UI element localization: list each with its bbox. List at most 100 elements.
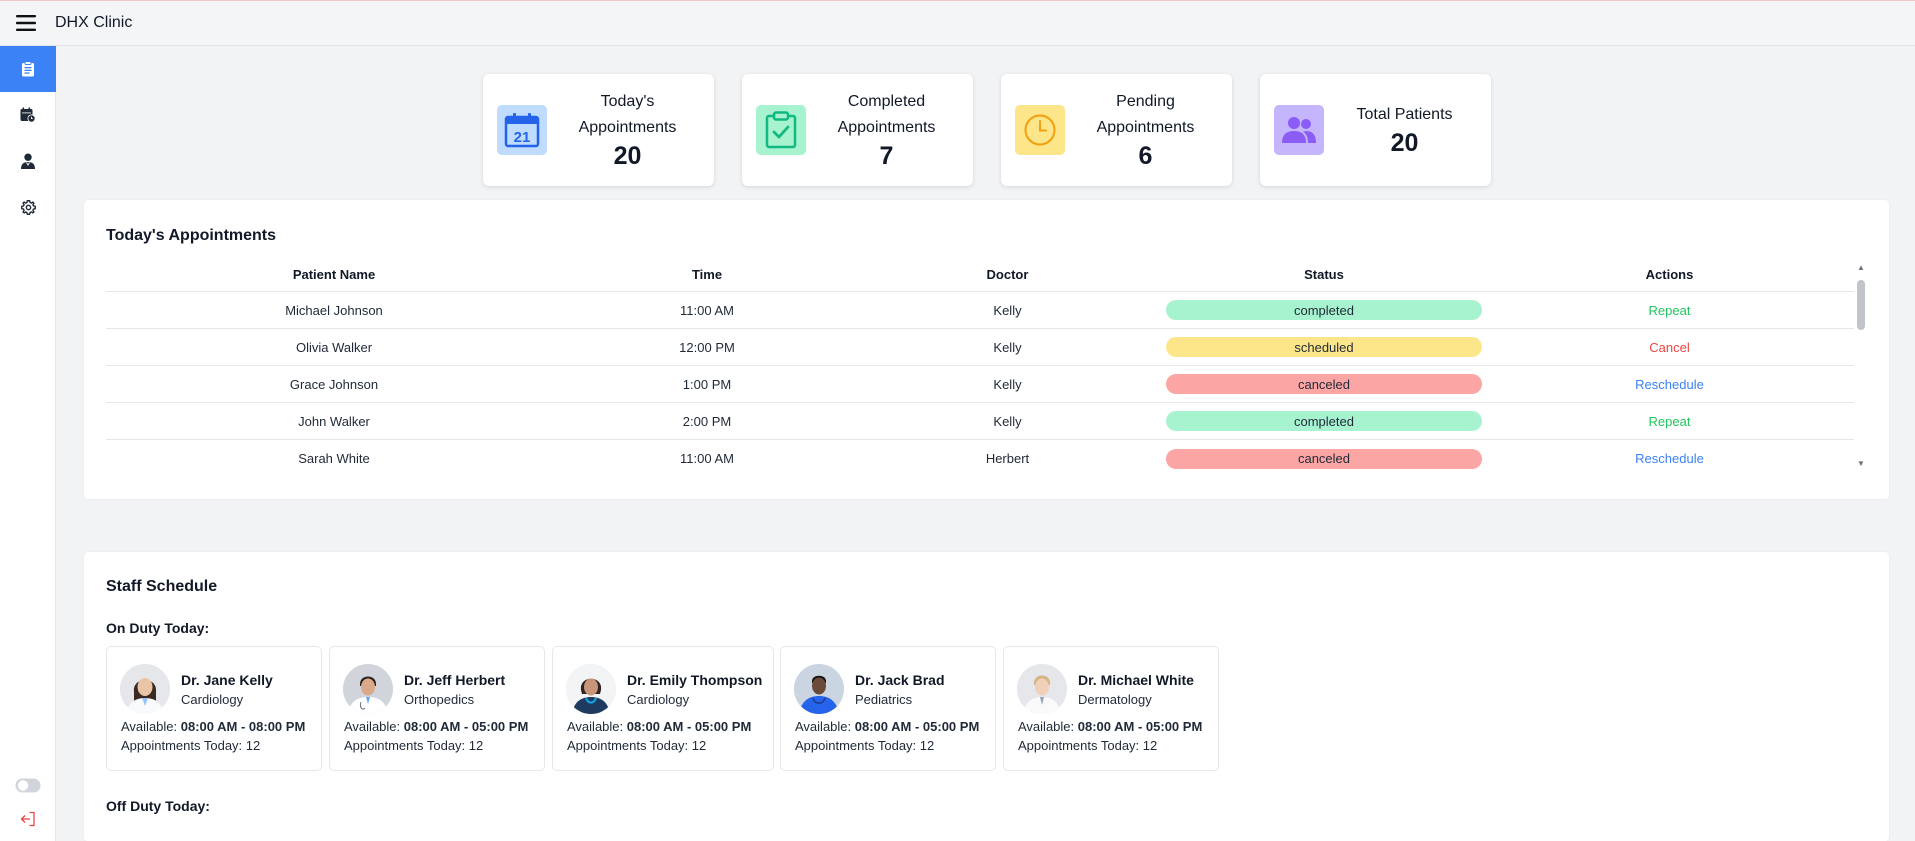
staff-card[interactable]: Dr. Jane Kelly Cardiology Available: 08:… bbox=[106, 646, 322, 771]
appointments-panel: Today's Appointments Patient Name Time D… bbox=[84, 200, 1889, 499]
stat-label-line-1: Today's bbox=[600, 93, 655, 110]
staff-name: Dr. Michael White bbox=[1078, 672, 1194, 688]
menu-icon bbox=[16, 15, 36, 31]
available-prefix: Available: bbox=[795, 719, 852, 734]
staff-appointments-count: 12 bbox=[691, 738, 707, 753]
staff-card[interactable]: Dr. Michael White Dermatology Available:… bbox=[1003, 646, 1219, 771]
on-duty-label: On Duty Today: bbox=[106, 620, 210, 636]
appointments-prefix: Appointments Today: bbox=[344, 738, 466, 753]
scroll-down-arrow-icon[interactable]: ▼ bbox=[1857, 458, 1865, 468]
patient-name-cell: Sarah White bbox=[298, 451, 370, 466]
column-header-status: Status bbox=[1304, 267, 1344, 282]
time-cell: 11:00 AM bbox=[680, 302, 734, 318]
staff-name: Dr. Jane Kelly bbox=[181, 672, 273, 688]
stat-value: 20 bbox=[1390, 129, 1419, 157]
appointments-title: Today's Appointments bbox=[106, 227, 277, 244]
table-scrollbar[interactable]: ▲ ▼ bbox=[1856, 262, 1866, 468]
sidebar bbox=[0, 46, 56, 841]
status-badge: completed bbox=[1166, 300, 1482, 320]
doctor-cell: Herbert bbox=[985, 451, 1030, 466]
off-duty-label: Off Duty Today: bbox=[106, 798, 210, 814]
avatar bbox=[566, 664, 616, 714]
scrollbar-thumb[interactable] bbox=[1857, 280, 1865, 330]
clipboard-check-icon bbox=[765, 111, 797, 149]
sidebar-item-doctors[interactable] bbox=[0, 138, 56, 184]
table-row: Olivia Walker 12:00 PM Kelly scheduled C… bbox=[106, 329, 1854, 366]
staff-department: Dermatology bbox=[1078, 692, 1152, 707]
patient-name-cell: Michael Johnson bbox=[285, 302, 383, 318]
staff-hours: 08:00 AM - 05:00 PM bbox=[1077, 719, 1203, 734]
patient-name-cell: Olivia Walker bbox=[295, 339, 373, 355]
stat-icon-box bbox=[1015, 105, 1065, 155]
staff-card[interactable]: Dr. Emily Thompson Cardiology Available:… bbox=[552, 646, 774, 771]
patient-name-cell: John Walker bbox=[298, 413, 370, 429]
appointments-table: Patient Name Time Doctor Status Actions … bbox=[106, 258, 1854, 477]
repeat-button[interactable]: Repeat bbox=[1648, 302, 1691, 318]
cancel-button[interactable]: Cancel bbox=[1649, 339, 1690, 355]
table-row: Grace Johnson 1:00 PM Kelly canceled Res… bbox=[106, 366, 1854, 403]
avatar bbox=[120, 664, 170, 714]
stat-label-line-1: Total Patients bbox=[1356, 106, 1453, 123]
table-row: Michael Johnson 11:00 AM Kelly completed… bbox=[106, 292, 1854, 329]
column-header-actions: Actions bbox=[1645, 267, 1694, 282]
table-row: Sarah White 11:00 AM Herbert canceled Re… bbox=[106, 440, 1854, 477]
stat-icon-box bbox=[756, 105, 806, 155]
sidebar-item-dashboard[interactable] bbox=[0, 46, 56, 92]
hamburger-menu-button[interactable] bbox=[0, 0, 52, 46]
stat-card-completed-appointments: Completed Appointments 7 bbox=[742, 74, 973, 186]
stat-label-line-2: Appointments bbox=[837, 119, 936, 136]
staff-hours: 08:00 AM - 05:00 PM bbox=[854, 719, 980, 734]
clipboard-icon bbox=[22, 61, 34, 77]
status-badge: canceled bbox=[1166, 448, 1482, 469]
time-cell: 2:00 PM bbox=[682, 413, 732, 429]
staff-name: Dr. Jack Brad bbox=[855, 672, 945, 688]
column-header-patient: Patient Name bbox=[292, 267, 376, 282]
stat-card-total-patients: Total Patients 20 bbox=[1260, 74, 1491, 186]
clock-icon bbox=[1024, 114, 1056, 146]
doctor-icon bbox=[21, 153, 35, 169]
doctor-cell: Kelly bbox=[993, 302, 1022, 318]
staff-appointments-count: 12 bbox=[245, 738, 261, 753]
stat-label-line-1: Pending bbox=[1116, 93, 1175, 110]
logout-button[interactable] bbox=[0, 811, 56, 827]
repeat-button[interactable]: Repeat bbox=[1648, 413, 1691, 429]
table-row: John Walker 2:00 PM Kelly completed Repe… bbox=[106, 403, 1854, 440]
table-header: Patient Name Time Doctor Status Actions bbox=[106, 258, 1854, 292]
patient-name-cell: Grace Johnson bbox=[289, 376, 379, 392]
avatar bbox=[1017, 664, 1067, 714]
staff-appointments-count: 12 bbox=[468, 738, 484, 753]
staff-appointments-count: 12 bbox=[919, 738, 935, 753]
appointments-prefix: Appointments Today: bbox=[1018, 738, 1140, 753]
status-badge: scheduled bbox=[1166, 337, 1482, 357]
reschedule-button[interactable]: Reschedule bbox=[1635, 451, 1704, 466]
time-cell: 12:00 PM bbox=[679, 339, 735, 355]
reschedule-button[interactable]: Reschedule bbox=[1635, 376, 1704, 392]
column-header-doctor: Doctor bbox=[986, 267, 1029, 282]
stat-card-pending-appointments: Pending Appointments 6 bbox=[1001, 74, 1232, 186]
app-title: DHX Clinic bbox=[55, 14, 133, 31]
gear-icon bbox=[20, 199, 36, 215]
available-prefix: Available: bbox=[1018, 719, 1075, 734]
stat-value: 6 bbox=[1138, 142, 1153, 170]
staff-schedule-title: Staff Schedule bbox=[106, 578, 218, 595]
staff-name: Dr. Emily Thompson bbox=[627, 672, 763, 688]
top-header: DHX Clinic bbox=[0, 0, 1915, 46]
stat-label-line-2: Appointments bbox=[1096, 119, 1195, 136]
staff-department: Orthopedics bbox=[404, 692, 475, 707]
staff-card[interactable]: Dr. Jeff Herbert Orthopedics Available: … bbox=[329, 646, 545, 771]
toggle-icon bbox=[15, 778, 41, 793]
staff-name: Dr. Jeff Herbert bbox=[404, 672, 506, 688]
calendar-clock-icon bbox=[20, 107, 36, 123]
theme-toggle[interactable] bbox=[0, 778, 56, 793]
scroll-up-arrow-icon[interactable]: ▲ bbox=[1857, 262, 1865, 272]
doctor-cell: Kelly bbox=[993, 413, 1022, 429]
staff-card[interactable]: Dr. Jack Brad Pediatrics Available: 08:0… bbox=[780, 646, 996, 771]
staff-department: Pediatrics bbox=[855, 692, 913, 707]
sidebar-item-appointments[interactable] bbox=[0, 92, 56, 138]
time-cell: 1:00 PM bbox=[682, 376, 732, 392]
staff-department: Cardiology bbox=[181, 692, 244, 707]
stat-card-today-appointments: 21 Today's Appointments 20 bbox=[483, 74, 714, 186]
sidebar-item-settings[interactable] bbox=[0, 184, 56, 230]
staff-department: Cardiology bbox=[627, 692, 690, 707]
available-prefix: Available: bbox=[567, 719, 624, 734]
